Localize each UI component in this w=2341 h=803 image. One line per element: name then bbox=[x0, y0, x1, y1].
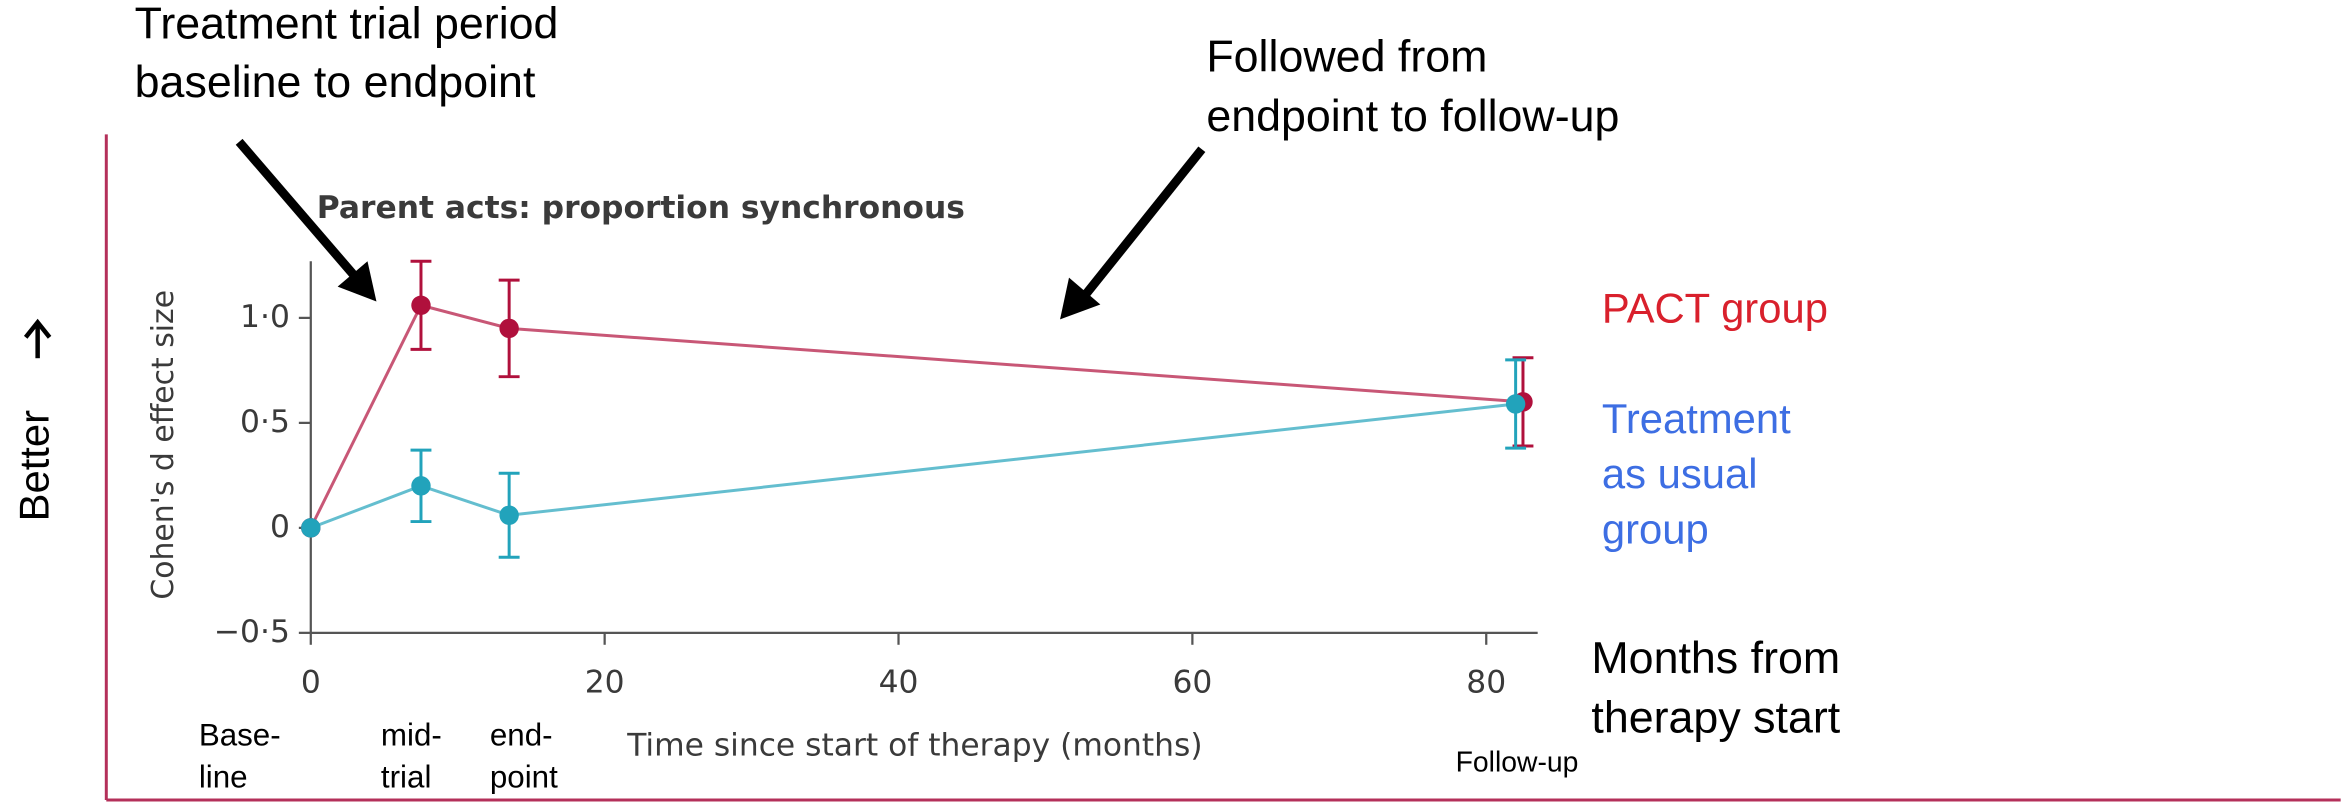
y-axis-label: Cohen's d effect size bbox=[146, 290, 181, 600]
annotation: mid- bbox=[381, 718, 442, 753]
y-tick-label: −0·5 bbox=[214, 614, 290, 650]
data-point bbox=[499, 505, 519, 525]
annotation: Follow-up bbox=[1456, 747, 1579, 779]
x-tick-label: 40 bbox=[879, 665, 919, 701]
y-tick-label: 1·0 bbox=[240, 299, 290, 335]
side-arrow bbox=[23, 318, 52, 359]
annotation: line bbox=[199, 759, 248, 794]
chart-title: Parent acts: proportion synchronous bbox=[317, 190, 965, 226]
y-tick-label: 0 bbox=[270, 509, 290, 545]
series-line bbox=[310, 402, 1516, 530]
series-line bbox=[309, 303, 1524, 529]
legend-label: Treatment as usual group bbox=[1601, 395, 1791, 553]
annotation: Followed from bbox=[1206, 32, 1487, 82]
x-axis-label: Time since start of therapy (months) bbox=[626, 727, 1202, 763]
legend-label: PACT group bbox=[1601, 285, 1828, 332]
arrow-follow bbox=[1060, 146, 1206, 320]
annotation: Base- bbox=[199, 718, 281, 753]
data-point bbox=[1505, 394, 1526, 414]
arrow-trial bbox=[235, 138, 377, 302]
annotation: Months from bbox=[1591, 633, 1840, 683]
annotation: Treatment trial period bbox=[135, 0, 559, 49]
data-point bbox=[301, 518, 321, 538]
x-tick-label: 80 bbox=[1466, 665, 1506, 701]
x-tick-label: 60 bbox=[1172, 665, 1212, 701]
x-tick-label: 0 bbox=[301, 665, 321, 701]
data-point bbox=[411, 295, 431, 315]
data-point bbox=[411, 476, 431, 496]
annotation: trial bbox=[381, 759, 431, 794]
annotation: therapy start bbox=[1591, 693, 1840, 743]
annotation: endpoint to follow-up bbox=[1206, 91, 1619, 141]
data-point bbox=[499, 318, 519, 339]
x-tick-label: 20 bbox=[585, 665, 625, 701]
side-label: Better bbox=[11, 410, 58, 522]
annotation: baseline to endpoint bbox=[135, 57, 536, 107]
annotation: point bbox=[490, 759, 558, 794]
annotation: end- bbox=[490, 718, 553, 753]
y-tick-label: 0·5 bbox=[240, 404, 290, 440]
legend-entry: PACT group bbox=[1601, 285, 1828, 332]
legend-entry: Treatment as usual group bbox=[1601, 395, 1791, 553]
